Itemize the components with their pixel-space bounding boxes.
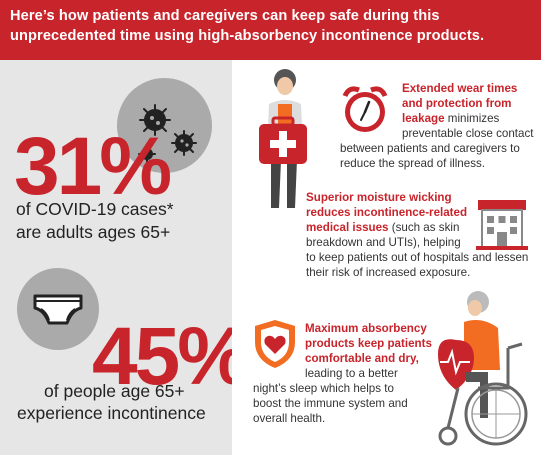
wheelchair-patient-icon [438,291,528,446]
point-2-body-line-1: (such as skin [391,221,460,234]
diaper-icon [17,268,99,350]
point-3-body: leading to a better night’s sleep which … [253,366,408,426]
point-3-title-line-3: comfortable and dry, [305,352,419,365]
point-1-title: Extended wear times and protection from [402,81,517,111]
header-banner: Here’s how patients and caregivers can k… [0,0,541,60]
point-2-text: Superior moisture wicking reduces incont… [306,190,528,280]
stat-31-number: 31% [14,121,172,212]
point-2-title-line-1: Superior moisture wicking [306,191,452,204]
point-3-body-line-4: overall health. [253,412,326,425]
header-line-2: unprecedented time using high-absorbency… [10,28,485,44]
point-1-title-line-3: leakage [402,112,445,125]
stat-45-line-1: of people age 65+ [44,381,185,401]
point-1-body-line-1: minimizes [447,112,500,125]
point-2-title-line-2: reduces incontinence-related [306,206,468,219]
point-1-body-line-4: reduce the spread of illness. [340,157,486,170]
point-1-title-line-2: and protection from [402,97,512,110]
heart-shield-icon [255,320,295,368]
stat-31-line-1: of COVID-19 cases* [16,199,174,219]
caregiver-first-aid-icon [259,69,307,208]
hospital-building-icon [476,200,528,250]
point-1-title-line-1: Extended wear times [402,82,518,95]
point-3-title-line-1: Maximum absorbency [305,322,427,335]
point-2-body-line-2: breakdown and UTIs), helping [306,236,461,249]
header-text: Here’s how patients and caregivers can k… [10,6,535,46]
stat-45-line-2: experience incontinence [17,403,206,423]
point-2-body-line-4: their risk of increased exposure. [306,266,471,279]
point-2-title-line-3: medical issues [306,221,389,234]
point-3-title-line-2: products keep patients [305,337,432,350]
header-line-1: Here’s how patients and caregivers can k… [10,8,440,24]
virus-icon [117,78,212,173]
stat-45-number: 45% [92,311,250,402]
point-3-body-line-3: boost the immune system and [253,397,408,410]
point-2-body-line-3: to keep patients out of hospitals and le… [306,251,529,264]
alarm-clock-icon [342,86,388,132]
point-3-text: Maximum absorbency products keep patient… [305,321,432,366]
point-1-line-3: leakage minimizes [402,111,499,126]
point-1-body: preventable close contact between patien… [340,126,540,171]
point-1-body-line-3: between patients and caregivers to [340,142,520,155]
point-3-body-line-1: leading to a better [305,367,398,380]
point-3-body-line-2: night’s sleep which helps to [253,382,394,395]
point-2-line-3: medical issues (such as skin [306,220,528,235]
point-1-body-line-2: preventable close contact [402,127,534,140]
stat-31-line-2: are adults ages 65+ [16,222,171,242]
